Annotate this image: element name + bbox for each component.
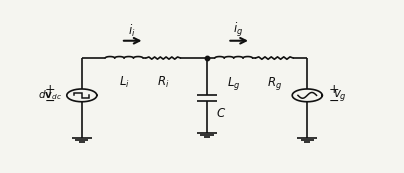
Text: $i_i$: $i_i$ bbox=[128, 23, 136, 39]
Text: $-$: $-$ bbox=[328, 94, 339, 107]
Text: $v_g$: $v_g$ bbox=[333, 88, 347, 103]
Text: $+$: $+$ bbox=[44, 83, 55, 96]
Text: $i_g$: $i_g$ bbox=[233, 21, 244, 39]
Text: $L_i$: $L_i$ bbox=[119, 75, 129, 90]
Text: $C$: $C$ bbox=[217, 107, 227, 120]
Text: $R_g$: $R_g$ bbox=[267, 75, 282, 92]
Text: $+$: $+$ bbox=[328, 83, 339, 96]
Text: $d\mathbf{v}_{dc}$: $d\mathbf{v}_{dc}$ bbox=[38, 88, 61, 102]
Text: $-$: $-$ bbox=[44, 94, 55, 107]
Text: $L_g$: $L_g$ bbox=[227, 75, 240, 92]
Text: $R_i$: $R_i$ bbox=[157, 75, 169, 90]
